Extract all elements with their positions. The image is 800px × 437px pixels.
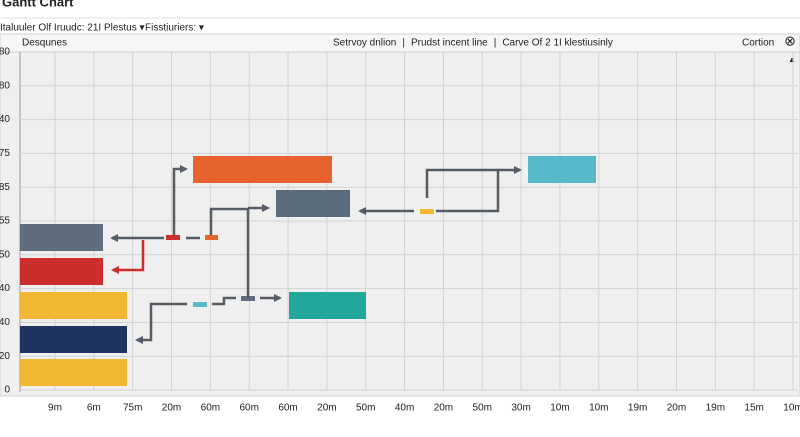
x-label: 30m (511, 403, 530, 414)
panel-menu: Setrvoy dnlion | Prudst incent line | Carve … (333, 38, 613, 49)
x-label: 9m (48, 403, 62, 414)
connector (209, 207, 250, 298)
y-label: 0 (4, 385, 10, 396)
x-label: 19m (628, 403, 647, 414)
menu-item: Setrvoy dnlion (333, 38, 396, 49)
panel-label: Cortion (742, 38, 774, 49)
connector (172, 165, 188, 235)
task-bar (193, 156, 332, 183)
x-label: 60m (201, 403, 220, 414)
x-label: 20m (667, 403, 686, 414)
y-label: 40 (0, 317, 10, 328)
x-label: 40m (395, 403, 414, 414)
connector (135, 302, 187, 344)
panel-header (0, 33, 800, 53)
x-label: 50m (473, 403, 492, 414)
toolbar-item[interactable]: Fisstiuriers: ▾ (145, 23, 204, 34)
milestone (241, 296, 255, 301)
task-bar (20, 326, 127, 353)
y-label: 40 (0, 114, 10, 125)
title: Gantt Chart (2, 0, 74, 9)
y-label: 55 (0, 216, 10, 227)
menu-item: Prudst incent line (411, 38, 488, 49)
connector (212, 296, 236, 306)
toolbar-item[interactable]: Italuuler Olf Iruudc: 21I Plestus ▾ (0, 23, 145, 34)
connector (111, 240, 145, 274)
x-label: 6m (87, 403, 101, 414)
y-label: 80 (0, 80, 10, 91)
menu-item: Carve Of 2 1I klestiusinly (502, 38, 613, 49)
panel-label: Desqunes (22, 38, 67, 49)
x-label: 10m (783, 403, 800, 414)
milestone (166, 235, 180, 240)
task-bar (528, 156, 596, 183)
menu-separator: | (494, 38, 497, 49)
panel (0, 33, 800, 397)
milestone (205, 235, 218, 240)
y-label: 85 (0, 182, 10, 193)
x-label: 20m (162, 403, 181, 414)
x-label: 60m (278, 403, 297, 414)
x-label: 20m (317, 403, 336, 414)
y-label: 75 (0, 148, 10, 159)
x-label: 75m (123, 403, 142, 414)
y-label: 20 (0, 351, 10, 362)
x-label: 10m (550, 403, 569, 414)
milestone (420, 209, 434, 214)
close-button[interactable]: ⊗ (784, 33, 796, 49)
y-label: 80 (0, 47, 10, 58)
milestone (193, 302, 207, 307)
scroll-button[interactable]: ▲ (788, 55, 796, 64)
x-label: 19m (706, 403, 725, 414)
task-bar (289, 292, 366, 319)
y-label: 50 (0, 249, 10, 260)
x-label: 20m (434, 403, 453, 414)
task-bar (20, 359, 127, 386)
task-bar (276, 190, 350, 217)
y-label: 40 (0, 283, 10, 294)
menu-separator: | (402, 38, 405, 49)
x-label: 10m (589, 403, 608, 414)
x-label: 50m (356, 403, 375, 414)
task-bar (20, 258, 103, 285)
task-bar (20, 224, 103, 251)
x-label: 60m (239, 403, 258, 414)
task-bar (20, 292, 127, 319)
x-label: 15m (744, 403, 763, 414)
